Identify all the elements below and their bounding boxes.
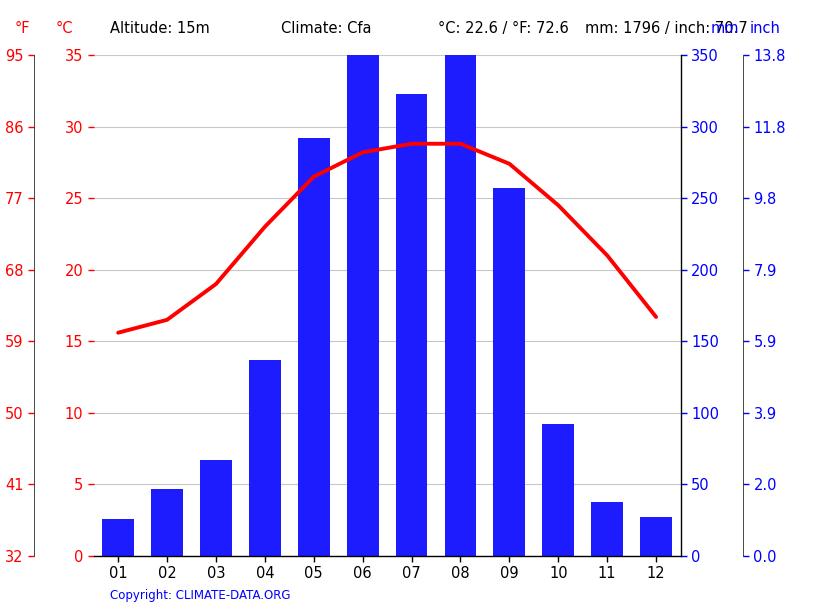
Text: mm: 1796 / inch: 70.7: mm: 1796 / inch: 70.7 — [585, 21, 748, 37]
Text: °F: °F — [15, 21, 30, 37]
Text: Copyright: CLIMATE-DATA.ORG: Copyright: CLIMATE-DATA.ORG — [110, 589, 290, 602]
Bar — [297, 138, 329, 556]
Bar — [494, 188, 525, 556]
Bar — [640, 518, 672, 556]
Text: Altitude: 15m: Altitude: 15m — [110, 21, 209, 37]
Text: inch: inch — [750, 21, 781, 37]
Bar — [347, 0, 378, 556]
Bar — [152, 489, 183, 556]
Bar — [200, 460, 231, 556]
Text: °C: °C — [55, 21, 73, 37]
Text: Climate: Cfa: Climate: Cfa — [281, 21, 372, 37]
Text: °C: 22.6 / °F: 72.6: °C: 22.6 / °F: 72.6 — [438, 21, 569, 37]
Text: mm: mm — [711, 21, 739, 37]
Bar — [103, 519, 134, 556]
Bar — [543, 424, 574, 556]
Bar — [592, 502, 623, 556]
Bar — [445, 0, 476, 556]
Bar — [249, 360, 280, 556]
Bar — [396, 93, 427, 556]
